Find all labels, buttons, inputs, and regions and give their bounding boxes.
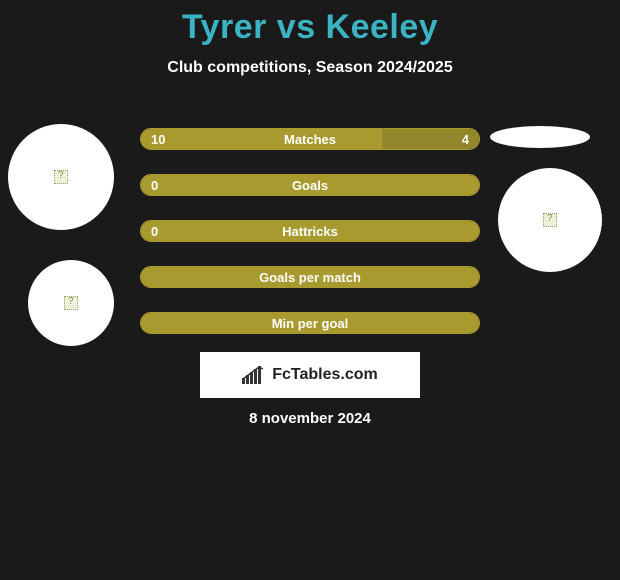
bar-label: Matches xyxy=(141,129,479,149)
avatar-circle xyxy=(8,124,114,230)
page-title: Tyrer vs Keeley xyxy=(0,0,620,47)
logo-box: FcTables.com xyxy=(200,352,420,398)
bar-value-left: 0 xyxy=(151,175,158,195)
placeholder-icon xyxy=(543,213,557,227)
bar-label: Goals xyxy=(141,175,479,195)
bar-row-goals: Goals0 xyxy=(140,174,480,196)
bar-row-goals-per-match: Goals per match xyxy=(140,266,480,288)
page-subtitle: Club competitions, Season 2024/2025 xyxy=(0,59,620,77)
date-text: 8 november 2024 xyxy=(0,410,620,427)
avatar-circle xyxy=(498,168,602,272)
bar-label: Min per goal xyxy=(141,313,479,333)
placeholder-icon xyxy=(64,296,78,310)
bar-row-min-per-goal: Min per goal xyxy=(140,312,480,334)
placeholder-icon xyxy=(54,170,68,184)
bar-label: Hattricks xyxy=(141,221,479,241)
bar-row-matches: Matches10 4 xyxy=(140,128,480,150)
avatar-circle xyxy=(28,260,114,346)
bar-value-left: 0 xyxy=(151,221,158,241)
bar-label: Goals per match xyxy=(141,267,479,287)
content-wrapper: Tyrer vs Keeley Club competitions, Seaso… xyxy=(0,0,620,580)
bar-value-left: 10 xyxy=(151,129,165,149)
logo-text: FcTables.com xyxy=(272,366,378,384)
fctables-icon xyxy=(242,366,266,384)
comparison-bars: Matches104Goals0Hattricks0Goals per matc… xyxy=(140,128,480,358)
bar-value-right: 4 xyxy=(462,129,469,149)
avatar-ellipse xyxy=(490,126,590,148)
bar-row-hattricks: Hattricks0 xyxy=(140,220,480,242)
